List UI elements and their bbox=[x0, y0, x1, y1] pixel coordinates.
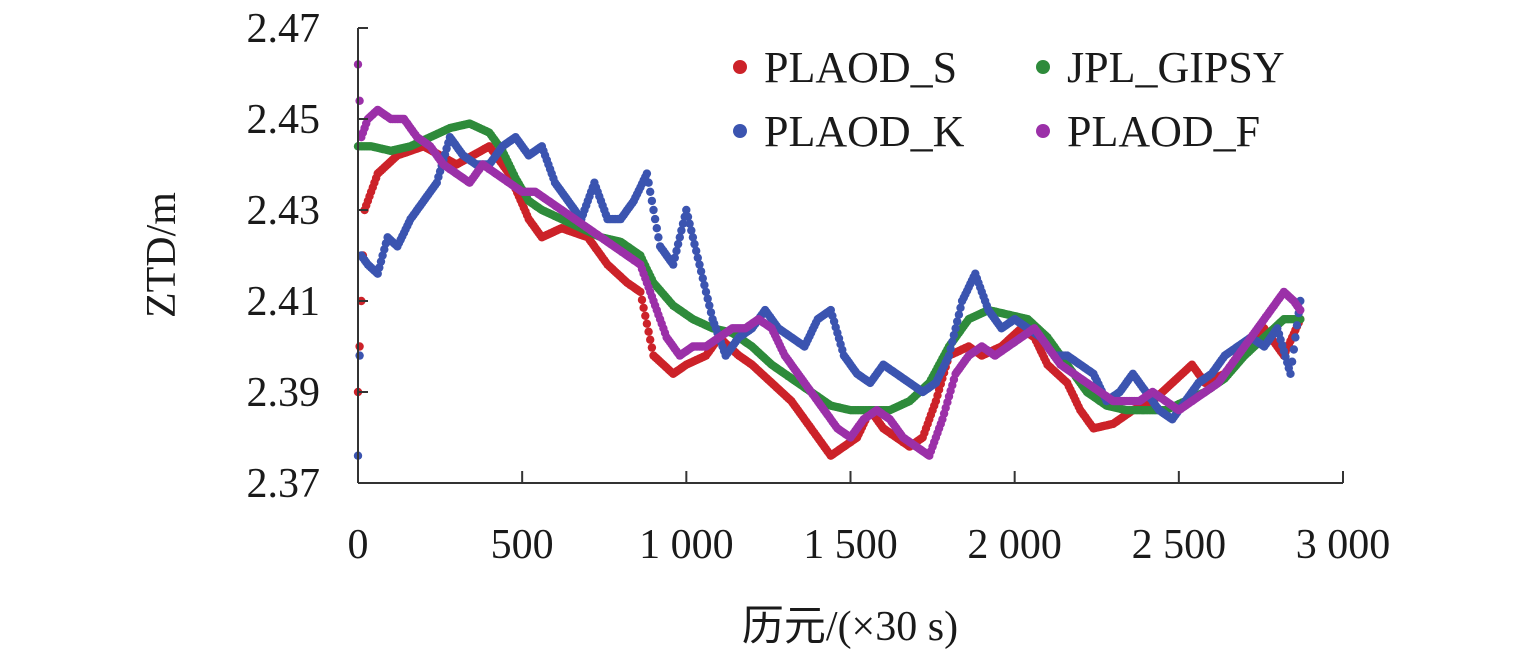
data-point bbox=[636, 287, 645, 297]
data-point bbox=[1289, 345, 1299, 354]
x-tick-label: 3 000 bbox=[1296, 522, 1391, 568]
data-point bbox=[639, 303, 648, 312]
legend-label: PLAOD_S bbox=[764, 43, 957, 92]
data-point bbox=[944, 351, 954, 360]
data-point bbox=[701, 287, 711, 297]
data-point bbox=[687, 226, 696, 235]
x-axis-title: 历元/(×30 s) bbox=[742, 604, 958, 650]
data-point bbox=[1291, 333, 1300, 342]
data-point bbox=[696, 267, 706, 276]
data-point bbox=[646, 335, 655, 344]
x-tick-label: 0 bbox=[348, 522, 369, 568]
data-point bbox=[647, 343, 657, 352]
y-tick-label: 2.47 bbox=[247, 6, 321, 52]
x-tick-label: 2 000 bbox=[967, 522, 1062, 568]
axes bbox=[357, 28, 1343, 484]
legend-marker bbox=[1036, 124, 1050, 138]
series-plaod-k bbox=[353, 133, 1305, 460]
data-point bbox=[682, 205, 691, 215]
data-point bbox=[948, 337, 957, 347]
data-point bbox=[675, 233, 684, 242]
data-point bbox=[644, 327, 653, 336]
data-point bbox=[1296, 305, 1305, 315]
data-point bbox=[692, 246, 701, 256]
legend: PLAOD_S JPL_GIPSY PLAOD_K PLAOD_F bbox=[733, 43, 1285, 156]
data-point bbox=[954, 310, 964, 319]
data-point bbox=[685, 219, 694, 228]
data-point bbox=[690, 239, 699, 249]
y-axis-title: ZTD/m bbox=[139, 192, 185, 318]
data-point bbox=[637, 295, 647, 305]
y-tick-label: 2.39 bbox=[247, 370, 321, 416]
data-point bbox=[953, 317, 962, 326]
data-point bbox=[647, 196, 657, 206]
series-jpl-gipsy bbox=[353, 119, 1305, 415]
data-point bbox=[703, 294, 712, 303]
data-point bbox=[956, 303, 965, 312]
data-point bbox=[642, 169, 652, 178]
data-point bbox=[695, 260, 704, 269]
data-point bbox=[677, 226, 686, 235]
data-point bbox=[1286, 369, 1295, 378]
data-point bbox=[673, 239, 683, 249]
data-point bbox=[355, 96, 364, 106]
x-tick-label: 1 500 bbox=[803, 522, 898, 568]
series-plaod-f bbox=[353, 60, 1305, 460]
data-point bbox=[949, 330, 959, 340]
data-point bbox=[700, 280, 709, 290]
data-point bbox=[705, 301, 714, 310]
x-tick-label: 500 bbox=[491, 522, 554, 568]
data-point bbox=[654, 233, 663, 242]
data-point bbox=[646, 187, 655, 196]
y-tick-label: 2.37 bbox=[247, 461, 321, 507]
data-point bbox=[678, 219, 688, 228]
data-point bbox=[649, 205, 658, 215]
data-point bbox=[650, 214, 660, 224]
data-point bbox=[946, 344, 955, 353]
x-tick-label: 1 000 bbox=[639, 522, 734, 568]
x-tick-label: 2 500 bbox=[1132, 522, 1227, 568]
data-point bbox=[698, 274, 707, 283]
data-point bbox=[1287, 357, 1297, 366]
y-tick-label: 2.43 bbox=[247, 188, 321, 234]
data-point bbox=[355, 351, 364, 360]
y-tick-label: 2.41 bbox=[247, 279, 321, 325]
y-ticks: 2.37 2.39 2.41 2.43 2.45 2.47 bbox=[247, 6, 368, 507]
data-point bbox=[670, 253, 679, 262]
data-point bbox=[644, 178, 653, 187]
data-point bbox=[652, 224, 661, 233]
y-tick-label: 2.45 bbox=[247, 97, 321, 143]
legend-marker bbox=[733, 60, 747, 74]
data-point bbox=[688, 233, 698, 242]
data-point bbox=[642, 319, 652, 328]
data-point bbox=[951, 324, 960, 333]
legend-label: PLAOD_F bbox=[1067, 107, 1260, 156]
x-ticks: 0 500 1 000 1 500 2 000 2 500 3 000 bbox=[348, 471, 1391, 568]
plot-area bbox=[353, 60, 1305, 460]
legend-marker bbox=[1036, 60, 1050, 74]
data-point bbox=[672, 246, 681, 256]
data-point bbox=[693, 253, 702, 262]
legend-label: PLAOD_K bbox=[764, 107, 965, 156]
data-point bbox=[669, 260, 678, 269]
legend-label: JPL_GIPSY bbox=[1067, 43, 1285, 92]
legend-marker bbox=[733, 124, 747, 138]
data-point bbox=[1292, 321, 1302, 330]
data-point bbox=[355, 342, 364, 351]
series-plaod-s bbox=[353, 142, 1305, 460]
data-point bbox=[641, 311, 650, 320]
data-point bbox=[706, 308, 716, 317]
data-point bbox=[683, 212, 693, 221]
